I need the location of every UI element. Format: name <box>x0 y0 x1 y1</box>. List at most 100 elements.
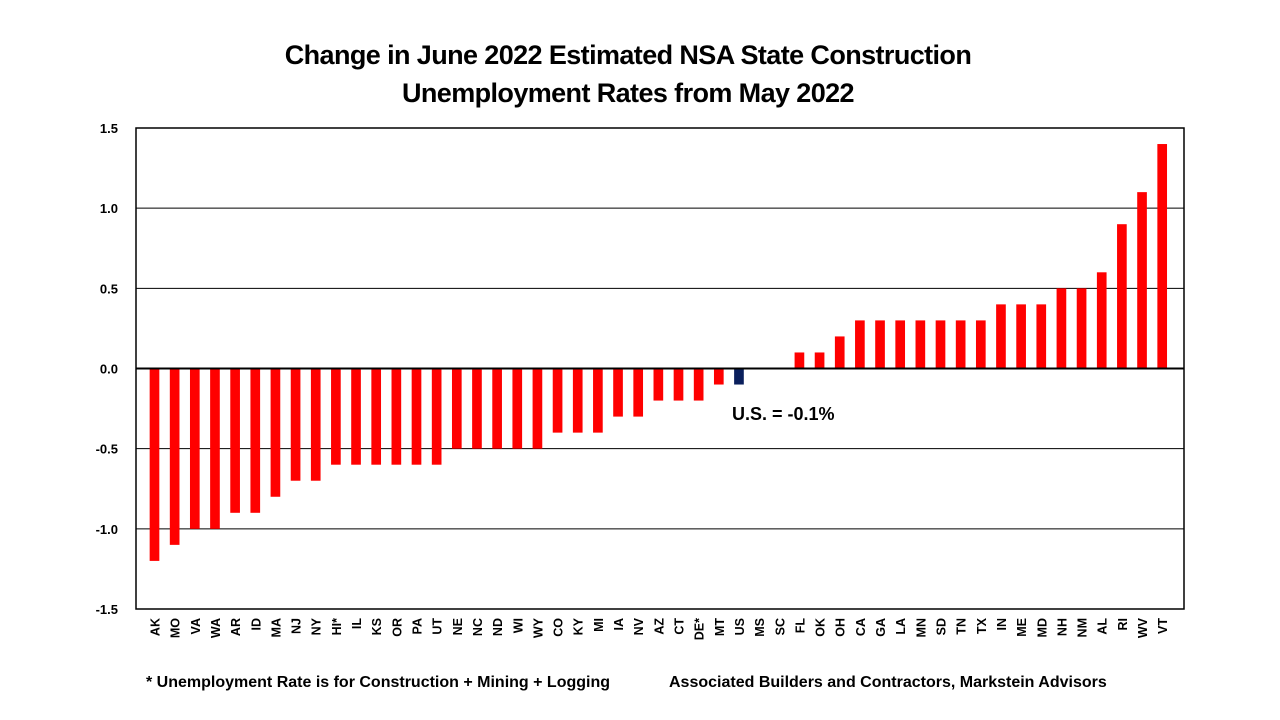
y-tick-label: -1.0 <box>96 522 118 537</box>
x-tick-label: IN <box>995 618 1009 631</box>
x-tick-label: CA <box>854 618 868 636</box>
bar-sd <box>935 320 946 369</box>
footnote-left: * Unemployment Rate is for Construction … <box>146 674 611 691</box>
bar-nj <box>290 368 301 481</box>
x-tick-label: ID <box>249 618 263 631</box>
bar-ne <box>451 368 462 449</box>
bar-ok <box>814 352 825 369</box>
x-tick-label: NJ <box>290 618 304 634</box>
x-tick-label: VT <box>1156 618 1170 634</box>
x-tick-label: NH <box>1055 618 1069 636</box>
x-tick-label: AK <box>149 618 163 636</box>
bar-mn <box>915 320 926 369</box>
x-tick-label: TN <box>955 618 969 635</box>
bar-ma <box>270 368 281 497</box>
bar-ny <box>310 368 321 481</box>
bar-ct <box>673 368 684 401</box>
x-tick-label: CO <box>552 618 566 637</box>
bar-in <box>996 304 1006 369</box>
x-tick-label: KS <box>370 618 384 635</box>
bar-id <box>250 368 261 513</box>
bar-us <box>734 368 744 385</box>
y-tick-label: -1.5 <box>96 602 118 617</box>
chart-title-line-1: Change in June 2022 Estimated NSA State … <box>284 40 972 70</box>
bar-al <box>1096 272 1107 369</box>
chart-title: Change in June 2022 Estimated NSA State … <box>0 36 1256 112</box>
bar-nh <box>1056 288 1067 369</box>
x-tick-label: WY <box>531 617 545 638</box>
bar-ia <box>613 368 623 417</box>
bar-az <box>653 368 664 401</box>
x-tick-label: UT <box>431 618 445 635</box>
bar-or <box>391 368 402 465</box>
footnote-source: Associated Builders and Contractors, Mar… <box>669 674 1107 691</box>
x-tick-label: LA <box>894 618 908 635</box>
x-tick-label: MN <box>914 618 928 637</box>
bar-nc <box>472 368 482 449</box>
bar-ut <box>431 368 442 465</box>
bar-la <box>895 320 906 369</box>
bar-ca <box>855 320 865 369</box>
gridlines <box>136 207 1184 530</box>
x-tick-label: NC <box>471 618 485 636</box>
x-tick-label: SC <box>773 618 787 635</box>
x-tick-label: AR <box>229 618 243 636</box>
bar-me <box>1016 304 1026 369</box>
x-tick-label: KY <box>572 617 586 635</box>
bars <box>149 144 1168 561</box>
y-tick-label: 0.5 <box>100 281 118 296</box>
x-tick-label: NY <box>310 617 324 635</box>
y-tick-label: 1.0 <box>100 201 118 216</box>
x-tick-label: MI <box>592 618 606 632</box>
bar-co <box>552 368 563 433</box>
bar-mo <box>169 368 180 545</box>
bar-fl <box>794 352 805 369</box>
bar-tn <box>955 320 966 369</box>
x-axis-ticks: AK MO VA WA AR ID MA NJ NY HI* IL KS OR PA UT NE NC ND WI W… <box>149 617 1171 640</box>
x-tick-label: ND <box>491 618 505 636</box>
bar-mi <box>593 368 603 433</box>
bar-hi <box>331 368 341 465</box>
x-tick-label: NE <box>451 618 465 635</box>
y-tick-label: -0.5 <box>96 442 118 457</box>
chart-title-line-2: Unemployment Rates from May 2022 <box>402 78 855 108</box>
bar-oh <box>834 336 845 369</box>
x-tick-label: NM <box>1076 618 1090 637</box>
bar-il <box>351 368 361 465</box>
x-tick-label: AL <box>1096 618 1110 635</box>
bar-mt <box>713 368 724 385</box>
bar-ar <box>230 368 240 513</box>
x-tick-label: IL <box>350 618 364 629</box>
x-tick-label: AZ <box>652 618 666 635</box>
x-tick-label: NV <box>632 617 646 635</box>
y-axis-ticks: 1.5 1.0 0.5 0.0 -0.5 -1.0 -1.5 <box>96 121 118 617</box>
x-tick-label: OR <box>390 618 404 637</box>
bar-nd <box>492 368 502 449</box>
x-tick-label: FL <box>793 618 807 634</box>
x-tick-label: PA <box>411 618 425 634</box>
bar-md <box>1036 304 1047 369</box>
x-tick-label: MD <box>1035 618 1049 637</box>
bar-pa <box>411 368 422 465</box>
x-tick-label: WV <box>1136 617 1150 638</box>
x-tick-label: MA <box>269 618 283 637</box>
x-tick-label: WA <box>209 618 223 638</box>
x-tick-label: ME <box>1015 618 1029 637</box>
bar-wv <box>1137 192 1147 369</box>
bar-wi <box>512 368 523 449</box>
x-tick-label: CT <box>673 618 687 635</box>
x-tick-label: TX <box>975 617 989 634</box>
x-tick-label: OH <box>834 618 848 637</box>
bar-vt <box>1157 144 1168 369</box>
x-tick-label: MT <box>713 618 727 636</box>
bar-ks <box>371 368 382 465</box>
bar-ri <box>1117 224 1127 369</box>
y-tick-label: 0.0 <box>100 362 118 377</box>
bar-ky <box>572 368 583 433</box>
us-annotation: U.S. = -0.1% <box>732 404 835 424</box>
bar-ga <box>875 320 885 369</box>
bar-nm <box>1076 288 1087 369</box>
x-tick-label: OK <box>814 618 828 637</box>
bar-de <box>693 368 704 401</box>
